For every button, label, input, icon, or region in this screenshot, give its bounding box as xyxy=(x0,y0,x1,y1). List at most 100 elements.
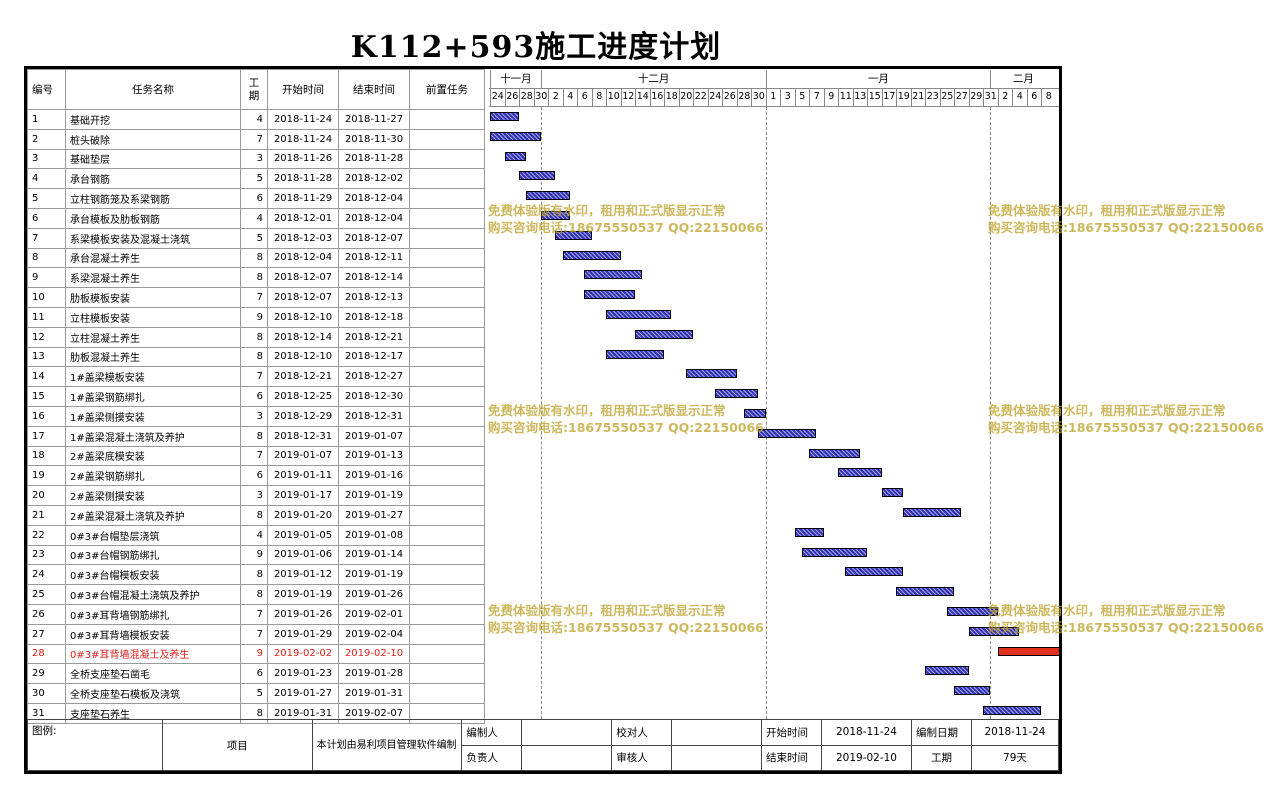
task-name: 2#盖梁侧摸安装 xyxy=(65,485,241,506)
day-tick-label: 15 xyxy=(867,88,882,106)
table-row[interactable]: 17 1#盖梁混凝土浇筑及养护 8 2018-12-31 2019-01-07 xyxy=(27,425,485,447)
table-row[interactable]: 31 支座垫石养生 8 2019-01-31 2019-02-07 xyxy=(27,702,485,724)
task-bar[interactable] xyxy=(555,230,592,240)
table-row[interactable]: 30 全桥支座垫石模板及浇筑 5 2019-01-27 2019-01-31 xyxy=(27,683,485,704)
task-bar[interactable] xyxy=(526,191,570,201)
task-id: 30 xyxy=(27,683,66,704)
task-name: 基础垫层 xyxy=(65,148,241,170)
schedule-frame: 编号 任务名称 工期 开始时间 结束时间 前置任务 1 基础开挖 4 2018-11-… xyxy=(24,66,1062,774)
task-duration: 6 xyxy=(240,465,268,487)
table-row[interactable]: 15 1#盖梁钢筋绑扎 6 2018-12-25 2018-12-30 xyxy=(27,386,485,407)
table-row[interactable]: 23 0#3#台帽钢筋绑扎 9 2019-01-06 2019-01-14 xyxy=(27,544,485,566)
table-row[interactable]: 9 系梁混凝土养生 8 2018-12-07 2018-12-14 xyxy=(27,267,485,289)
table-row[interactable]: 13 肋板混凝土养生 8 2018-12-10 2018-12-17 xyxy=(27,346,485,368)
table-row[interactable]: 20 2#盖梁侧摸安装 3 2019-01-17 2019-01-19 xyxy=(27,485,485,506)
task-bar[interactable] xyxy=(635,329,693,339)
task-id: 17 xyxy=(27,425,66,447)
table-row[interactable]: 28 0#3#耳背墙混凝土及养生 9 2019-02-02 2019-02-10 xyxy=(27,643,485,665)
task-bar[interactable] xyxy=(925,666,969,676)
day-tick-label: 2 xyxy=(548,88,563,106)
compiler-value xyxy=(521,719,613,746)
compiler-label: 编制人 xyxy=(461,719,523,746)
task-bar[interactable] xyxy=(743,409,766,418)
day-tick-label: 26 xyxy=(504,88,520,106)
task-end: 2018-12-18 xyxy=(338,306,410,328)
task-end: 2019-01-31 xyxy=(338,683,410,704)
task-end: 2018-11-27 xyxy=(338,109,410,130)
table-row[interactable]: 18 2#盖梁底模安装 7 2019-01-07 2019-01-13 xyxy=(27,445,485,467)
task-bar[interactable] xyxy=(794,527,824,537)
task-bar[interactable] xyxy=(714,389,759,399)
critical-task-bar[interactable] xyxy=(997,646,1059,656)
task-predecessor xyxy=(409,405,485,427)
table-row[interactable]: 1 基础开挖 4 2018-11-24 2018-11-27 xyxy=(27,109,485,130)
task-bar[interactable] xyxy=(584,290,635,300)
page-title: K112+593施工进度计划 xyxy=(350,30,722,65)
task-bar[interactable] xyxy=(490,131,541,141)
table-row[interactable]: 4 承台钢筋 5 2018-11-28 2018-12-02 xyxy=(27,168,485,190)
task-duration: 5 xyxy=(240,168,268,190)
task-bar[interactable] xyxy=(540,211,570,220)
table-header: 编号 任务名称 工期 开始时间 结束时间 前置任务 xyxy=(27,69,485,110)
task-bar[interactable] xyxy=(562,250,621,260)
table-row[interactable]: 29 全桥支座垫石凿毛 6 2019-01-23 2019-01-28 xyxy=(27,663,485,685)
task-bar[interactable] xyxy=(983,706,1041,715)
table-row[interactable]: 14 1#盖梁模板安装 7 2018-12-21 2018-12-27 xyxy=(27,366,485,388)
table-row[interactable]: 24 0#3#台帽模板安装 8 2019-01-12 2019-01-19 xyxy=(27,564,485,586)
table-row[interactable]: 12 立柱混凝土养生 8 2018-12-14 2018-12-21 xyxy=(27,326,485,348)
task-bar[interactable] xyxy=(845,567,904,577)
task-bar[interactable] xyxy=(838,468,882,478)
day-tick-label: 14 xyxy=(635,88,650,106)
task-bar[interactable] xyxy=(606,310,672,319)
task-bar[interactable] xyxy=(584,270,643,280)
task-duration: 4 xyxy=(240,524,268,546)
table-row[interactable]: 5 立柱钢筋笼及系梁钢筋 6 2018-11-29 2018-12-04 xyxy=(27,188,485,209)
task-bar[interactable] xyxy=(504,151,527,161)
task-predecessor xyxy=(409,564,485,586)
task-duration: 8 xyxy=(240,267,268,289)
table-row[interactable]: 21 2#盖梁混凝土浇筑及养护 8 2019-01-20 2019-01-27 xyxy=(27,504,485,526)
task-bar[interactable] xyxy=(946,607,998,616)
table-row[interactable]: 8 承台混凝土养生 8 2018-12-04 2018-12-11 xyxy=(27,247,485,269)
task-bar[interactable] xyxy=(809,448,860,458)
table-row[interactable]: 6 承台模板及肋板钢筋 4 2018-12-01 2018-12-04 xyxy=(27,207,485,229)
task-bar[interactable] xyxy=(903,508,962,517)
table-row[interactable]: 25 0#3#台帽混凝土浇筑及养护 8 2019-01-19 2019-01-26 xyxy=(27,584,485,605)
task-start: 2018-12-10 xyxy=(267,306,339,328)
task-id: 26 xyxy=(27,603,66,625)
task-bar[interactable] xyxy=(954,686,991,696)
end-label: 结束时间 xyxy=(761,744,823,771)
reviewer-value xyxy=(671,744,763,771)
table-row[interactable]: 10 肋板模板安装 7 2018-12-07 2018-12-13 xyxy=(27,287,485,308)
task-bar[interactable] xyxy=(685,369,737,379)
table-row[interactable]: 26 0#3#耳背墙钢筋绑扎 7 2019-01-26 2019-02-01 xyxy=(27,603,485,625)
task-end: 2019-01-27 xyxy=(338,504,410,526)
table-row[interactable]: 16 1#盖梁侧摸安装 3 2018-12-29 2018-12-31 xyxy=(27,405,485,427)
table-row[interactable]: 22 0#3#台帽垫层浇筑 4 2019-01-05 2019-01-08 xyxy=(27,524,485,546)
table-row[interactable]: 19 2#盖梁钢筋绑扎 6 2019-01-11 2019-01-16 xyxy=(27,465,485,487)
task-bar[interactable] xyxy=(881,488,904,498)
task-id: 20 xyxy=(27,485,66,506)
task-id: 10 xyxy=(27,287,66,308)
day-tick-label: 8 xyxy=(1041,88,1056,106)
task-table: 编号 任务名称 工期 开始时间 结束时间 前置任务 1 基础开挖 4 2018-11-… xyxy=(27,69,485,724)
legend-label: 图例: xyxy=(27,719,163,771)
header-pred: 前置任务 xyxy=(409,69,485,110)
task-bar[interactable] xyxy=(896,587,954,597)
table-row[interactable]: 7 系梁模板安装及混凝土浇筑 5 2018-12-03 2018-12-07 xyxy=(27,227,485,249)
day-tick-label: 6 xyxy=(1026,88,1042,106)
task-end: 2018-12-07 xyxy=(338,227,410,249)
task-bar[interactable] xyxy=(968,626,1020,636)
table-row[interactable]: 27 0#3#耳背墙模板安装 7 2019-01-29 2019-02-04 xyxy=(27,623,485,645)
gantt-chart: 十一月 十二月 一月 二月 24 26 28 30 2 4 6 8 10 12 14 16 18 20 22 24 26… xyxy=(489,69,1059,719)
table-row[interactable]: 11 立柱模板安装 9 2018-12-10 2018-12-18 xyxy=(27,306,485,328)
table-row[interactable]: 2 桩头破除 7 2018-11-24 2018-11-30 xyxy=(27,128,485,150)
task-bar[interactable] xyxy=(606,349,664,359)
task-bar[interactable] xyxy=(801,547,867,557)
task-end: 2018-12-31 xyxy=(338,405,410,427)
table-row[interactable]: 3 基础垫层 3 2018-11-26 2018-11-28 xyxy=(27,148,485,170)
task-bar[interactable] xyxy=(758,428,817,438)
task-predecessor xyxy=(409,267,485,289)
task-bar[interactable] xyxy=(490,112,519,121)
task-bar[interactable] xyxy=(519,171,556,181)
